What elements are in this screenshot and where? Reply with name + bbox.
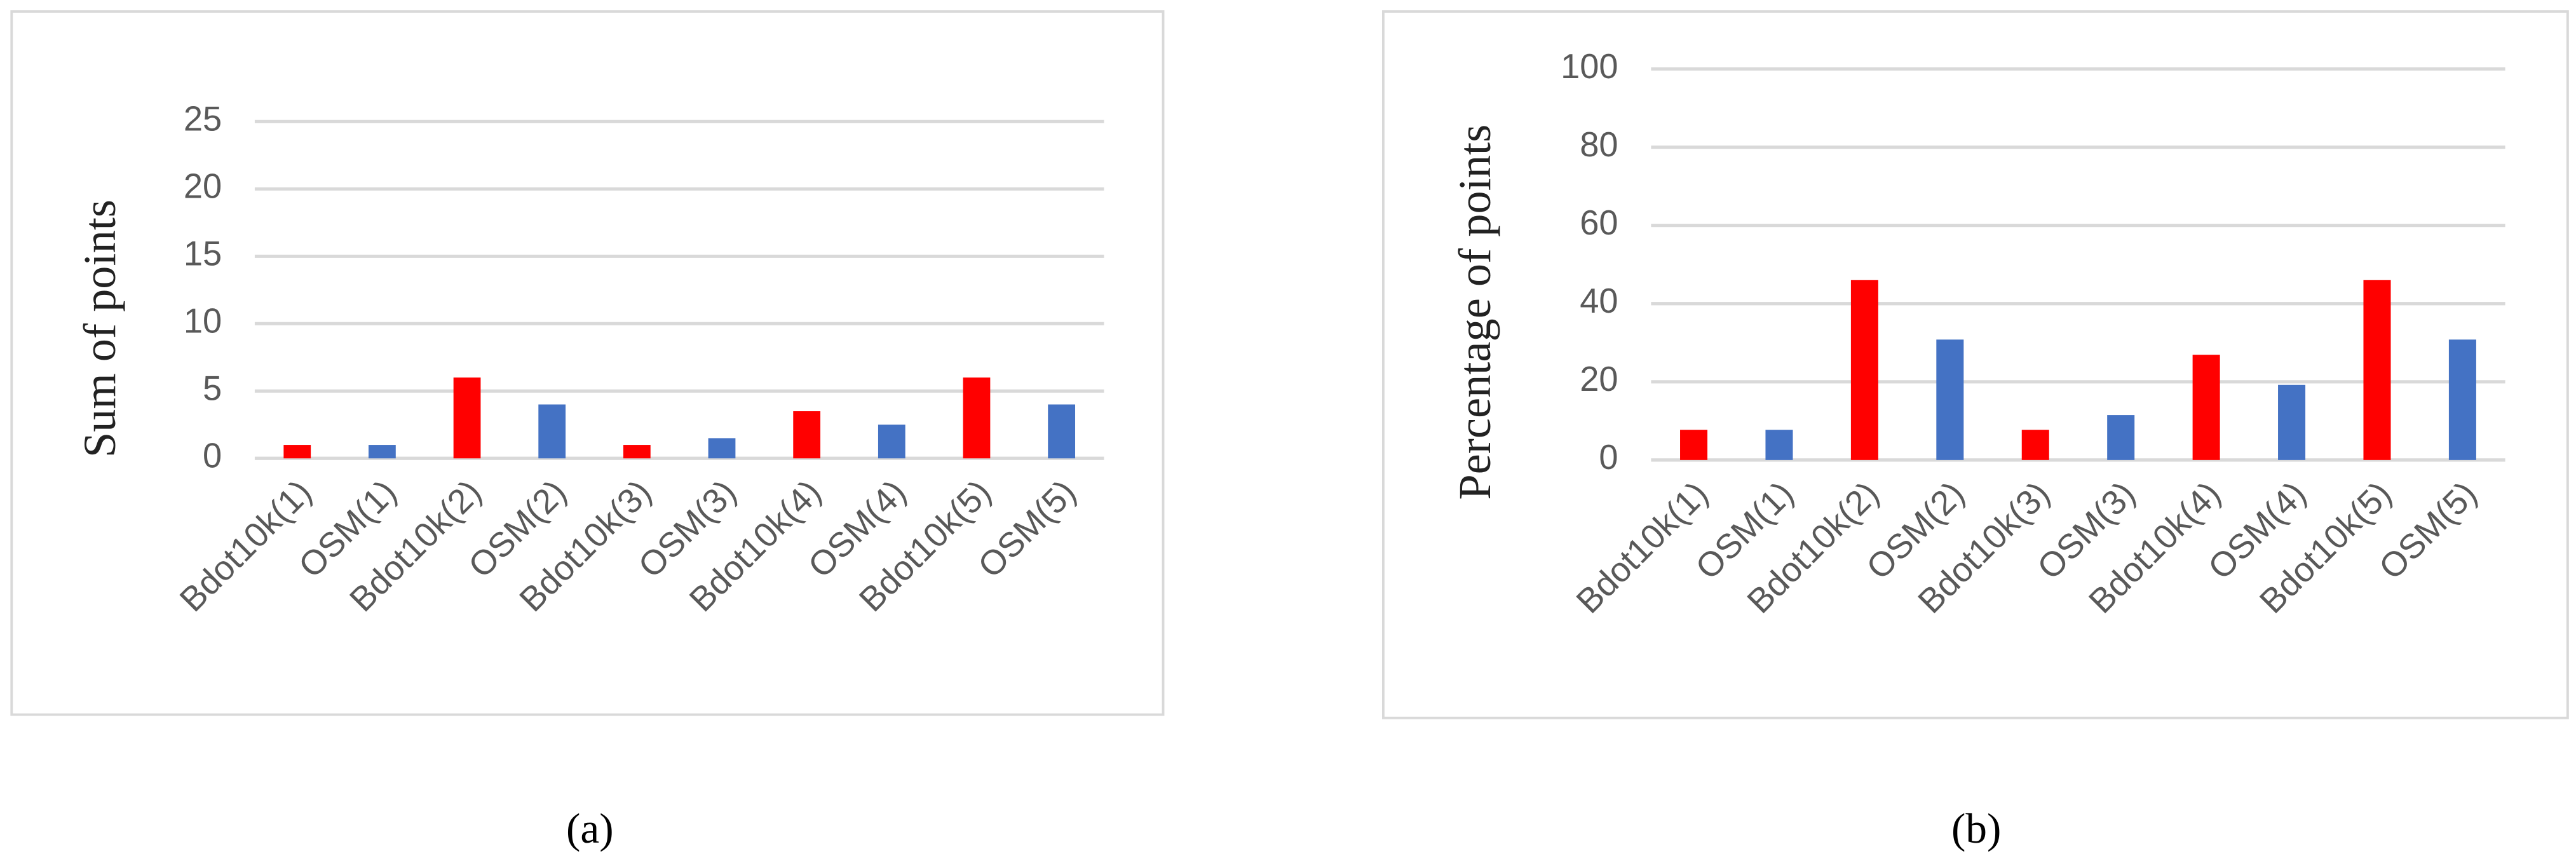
y-tick-label: 100 [1561, 47, 1618, 86]
y-tick-label: 0 [203, 437, 222, 475]
y-tick-label: 0 [1599, 438, 1618, 477]
bar [283, 445, 311, 459]
y-tick-label: 20 [1580, 360, 1618, 398]
y-tick-label: 5 [203, 369, 222, 408]
bar [453, 377, 481, 459]
bar [708, 438, 736, 459]
bar [623, 445, 651, 459]
bar [2021, 430, 2049, 460]
bar [2448, 339, 2476, 460]
y-tick-label: 80 [1580, 125, 1618, 164]
y-axis-label: Sum of points [74, 200, 125, 458]
bar [793, 411, 821, 459]
y-tick-label: 15 [184, 234, 222, 273]
bar [2278, 384, 2306, 460]
y-tick-label: 40 [1580, 282, 1618, 320]
caption: (a) [566, 805, 614, 852]
bar [369, 445, 396, 459]
y-tick-label: 25 [184, 100, 222, 139]
bar [1850, 280, 1878, 460]
bar [538, 404, 566, 459]
chart-frame [1382, 10, 2569, 719]
bar [1048, 404, 1076, 459]
bar [2363, 280, 2391, 460]
y-tick-label: 20 [184, 167, 222, 206]
bar [2107, 415, 2135, 460]
chart-frame [10, 10, 1165, 716]
y-axis-label: Percentage of points [1449, 125, 1500, 500]
bar [1765, 430, 1793, 460]
bar [1680, 430, 1708, 460]
bar [2192, 355, 2220, 460]
caption: (b) [1951, 805, 2001, 852]
bar [963, 377, 991, 459]
y-tick-label: 10 [184, 302, 222, 341]
bar [1936, 339, 1964, 460]
y-tick-label: 60 [1580, 203, 1618, 242]
bar [878, 425, 905, 459]
